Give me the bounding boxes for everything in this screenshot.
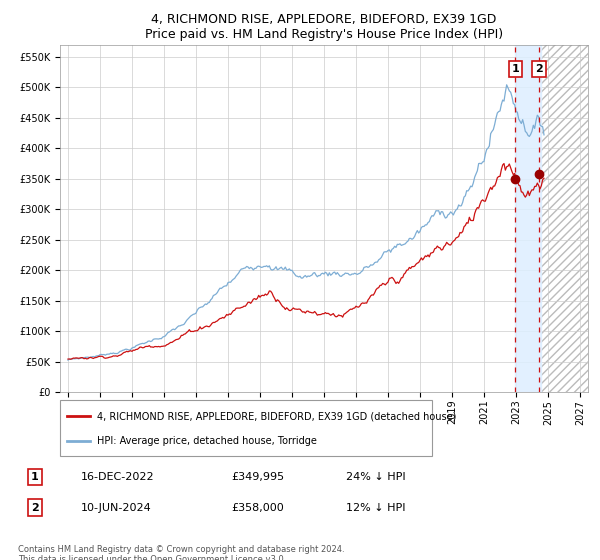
Text: 10-JUN-2024: 10-JUN-2024 bbox=[81, 502, 152, 512]
Text: 24% ↓ HPI: 24% ↓ HPI bbox=[346, 472, 406, 482]
Text: Contains HM Land Registry data © Crown copyright and database right 2024.
This d: Contains HM Land Registry data © Crown c… bbox=[18, 545, 344, 560]
Text: 2: 2 bbox=[31, 502, 39, 512]
Text: 1: 1 bbox=[31, 472, 39, 482]
Text: £358,000: £358,000 bbox=[231, 502, 284, 512]
Text: HPI: Average price, detached house, Torridge: HPI: Average price, detached house, Torr… bbox=[97, 436, 317, 446]
Title: 4, RICHMOND RISE, APPLEDORE, BIDEFORD, EX39 1GD
Price paid vs. HM Land Registry': 4, RICHMOND RISE, APPLEDORE, BIDEFORD, E… bbox=[145, 13, 503, 41]
FancyBboxPatch shape bbox=[60, 400, 432, 456]
Text: 2: 2 bbox=[535, 64, 543, 74]
Bar bbox=[515, 45, 541, 392]
Text: 4, RICHMOND RISE, APPLEDORE, BIDEFORD, EX39 1GD (detached house): 4, RICHMOND RISE, APPLEDORE, BIDEFORD, E… bbox=[97, 411, 457, 421]
Text: 12% ↓ HPI: 12% ↓ HPI bbox=[346, 502, 406, 512]
Text: 1: 1 bbox=[511, 64, 519, 74]
Text: £349,995: £349,995 bbox=[231, 472, 284, 482]
Text: 16-DEC-2022: 16-DEC-2022 bbox=[81, 472, 155, 482]
